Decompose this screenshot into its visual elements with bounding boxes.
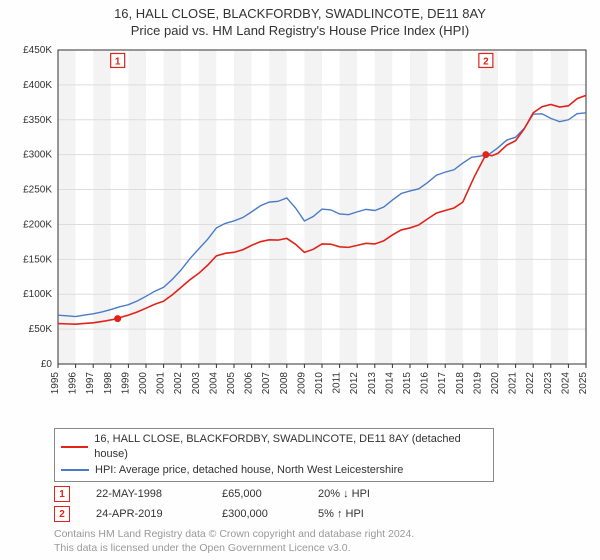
container: 16, HALL CLOSE, BLACKFORDBY, SWADLINCOTE…: [0, 0, 600, 560]
sale-diff: 20% ↓ HPI: [318, 488, 370, 500]
attribution-line: Contains HM Land Registry data © Crown c…: [54, 528, 590, 542]
legend-label: HPI: Average price, detached house, Nort…: [95, 463, 403, 478]
svg-text:1997: 1997: [85, 371, 96, 394]
svg-text:£0: £0: [41, 359, 53, 370]
svg-text:£250K: £250K: [23, 184, 52, 195]
svg-text:2014: 2014: [384, 371, 395, 394]
svg-text:2017: 2017: [437, 371, 448, 394]
marker-badge: 1: [54, 486, 70, 502]
sale-diff: 5% ↑ HPI: [318, 508, 364, 520]
chart-title: 16, HALL CLOSE, BLACKFORDBY, SWADLINCOTE…: [10, 6, 590, 23]
attribution-line: This data is licensed under the Open Gov…: [54, 542, 590, 556]
svg-text:2025: 2025: [578, 371, 589, 394]
svg-text:2002: 2002: [173, 371, 184, 394]
svg-text:£100K: £100K: [23, 289, 52, 300]
svg-text:2021: 2021: [508, 371, 519, 394]
svg-text:2006: 2006: [244, 371, 255, 394]
svg-text:2019: 2019: [472, 371, 483, 394]
table-row: 2 24-APR-2019 £300,000 5% ↑ HPI: [54, 506, 590, 522]
svg-text:£450K: £450K: [23, 45, 52, 56]
svg-text:2022: 2022: [525, 371, 536, 394]
legend-item: HPI: Average price, detached house, Nort…: [61, 463, 487, 478]
svg-text:2012: 2012: [349, 371, 360, 394]
svg-text:£200K: £200K: [23, 219, 52, 230]
svg-text:£350K: £350K: [23, 115, 52, 126]
sales-table: 1 22-MAY-1998 £65,000 20% ↓ HPI 2 24-APR…: [54, 486, 590, 522]
sale-price: £300,000: [222, 508, 292, 520]
sale-date: 22-MAY-1998: [96, 488, 196, 500]
svg-text:2: 2: [483, 56, 489, 67]
svg-text:2020: 2020: [490, 371, 501, 394]
svg-text:£150K: £150K: [23, 254, 52, 265]
svg-text:2003: 2003: [191, 371, 202, 394]
legend-label: 16, HALL CLOSE, BLACKFORDBY, SWADLINCOTE…: [94, 432, 487, 463]
svg-text:2015: 2015: [402, 371, 413, 394]
svg-text:2018: 2018: [455, 371, 466, 394]
legend-swatch: [61, 446, 88, 448]
svg-text:£50K: £50K: [29, 324, 53, 335]
svg-text:2008: 2008: [279, 371, 290, 394]
sale-price: £65,000: [222, 488, 292, 500]
svg-text:1999: 1999: [120, 371, 131, 394]
svg-text:2010: 2010: [314, 371, 325, 394]
svg-text:2009: 2009: [296, 371, 307, 394]
table-row: 1 22-MAY-1998 £65,000 20% ↓ HPI: [54, 486, 590, 502]
marker-badge: 2: [54, 506, 70, 522]
svg-text:2011: 2011: [332, 371, 343, 393]
svg-text:2001: 2001: [156, 371, 167, 394]
svg-text:£400K: £400K: [23, 80, 52, 91]
legend: 16, HALL CLOSE, BLACKFORDBY, SWADLINCOTE…: [54, 428, 494, 482]
svg-text:2016: 2016: [420, 371, 431, 394]
legend-swatch: [61, 469, 89, 471]
attribution: Contains HM Land Registry data © Crown c…: [54, 528, 590, 555]
svg-text:2023: 2023: [543, 371, 554, 394]
chart-subtitle: Price paid vs. HM Land Registry's House …: [10, 23, 590, 38]
svg-text:£300K: £300K: [23, 150, 52, 161]
svg-text:1995: 1995: [50, 371, 61, 394]
chart-svg: £0 £50K £100K £150K £200K £250K £300K £350K £400…: [10, 44, 590, 424]
legend-item: 16, HALL CLOSE, BLACKFORDBY, SWADLINCOTE…: [61, 432, 487, 463]
sale-date: 24-APR-2019: [96, 508, 196, 520]
svg-text:2000: 2000: [138, 371, 149, 394]
svg-text:2004: 2004: [208, 371, 219, 394]
svg-text:1: 1: [115, 56, 121, 67]
svg-text:1996: 1996: [68, 371, 79, 394]
svg-text:2013: 2013: [367, 371, 378, 394]
svg-text:2007: 2007: [261, 371, 272, 394]
svg-text:2024: 2024: [560, 371, 571, 394]
svg-text:2005: 2005: [226, 371, 237, 394]
svg-text:1998: 1998: [103, 371, 114, 394]
chart: £0 £50K £100K £150K £200K £250K £300K £350K £400…: [10, 44, 590, 424]
